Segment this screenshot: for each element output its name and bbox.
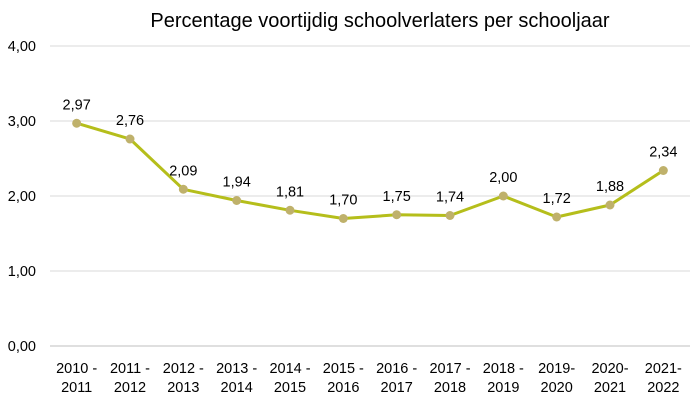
data-point <box>392 210 402 220</box>
data-label: 1,81 <box>276 184 304 200</box>
x-tick-label: 2012 -2013 <box>163 361 204 396</box>
x-tick-label: 2017 -2018 <box>429 361 470 396</box>
data-point <box>658 166 668 175</box>
data-point <box>338 214 348 223</box>
y-axis-tick-labels: 0,00 1,00 2,00 3,00 4,00 <box>8 39 36 355</box>
data-point <box>445 211 455 220</box>
data-point <box>552 212 562 222</box>
data-label: 1,88 <box>596 179 624 195</box>
data-label: 2,09 <box>169 163 197 179</box>
x-tick-label: 2010 -2011 <box>56 361 97 396</box>
x-axis-tick-labels: 2010 -2011 2011 -2012 2012 -2013 2013 -2014… <box>56 361 682 396</box>
x-tick-label: 2016 -2017 <box>376 361 417 396</box>
data-label: 1,70 <box>329 193 357 209</box>
data-label: 2,76 <box>116 113 144 129</box>
y-tick-label: 2,00 <box>8 189 36 205</box>
x-tick-label: 2019-2020 <box>538 361 575 396</box>
data-point <box>178 184 188 194</box>
series-line-group <box>72 118 668 223</box>
x-tick-label: 2014 -2015 <box>269 361 310 396</box>
data-label: 1,74 <box>436 190 464 206</box>
data-point <box>232 196 242 205</box>
x-tick-label: 2021-2022 <box>645 361 682 396</box>
data-point <box>605 200 615 210</box>
data-point <box>285 205 295 215</box>
x-tick-label: 2020-2021 <box>591 361 628 396</box>
x-tick-label: 2015 -2016 <box>323 361 364 396</box>
series-line <box>75 121 665 220</box>
data-point <box>498 191 508 201</box>
data-point <box>125 134 135 144</box>
data-label: 2,97 <box>63 97 91 113</box>
data-labels: 2,97 2,76 2,09 1,94 1,81 1,70 1,75 1,74 2,00 1,72… <box>63 97 678 208</box>
data-label: 1,94 <box>223 175 251 191</box>
y-tick-label: 0,00 <box>8 339 36 355</box>
data-label: 2,00 <box>489 170 517 186</box>
y-tick-label: 3,00 <box>8 114 36 130</box>
y-tick-label: 4,00 <box>8 39 36 55</box>
data-label: 1,72 <box>543 191 571 207</box>
y-tick-label: 1,00 <box>8 264 36 280</box>
data-label: 2,34 <box>649 145 677 161</box>
x-tick-label: 2018 -2019 <box>483 361 524 396</box>
data-point <box>72 118 82 128</box>
data-label: 1,75 <box>383 189 411 205</box>
x-tick-label: 2013 -2014 <box>216 361 257 396</box>
x-tick-label: 2011 -2012 <box>110 361 150 396</box>
gridlines <box>50 45 690 347</box>
chart-title: Percentage voortijdig schoolverlaters pe… <box>150 10 609 32</box>
